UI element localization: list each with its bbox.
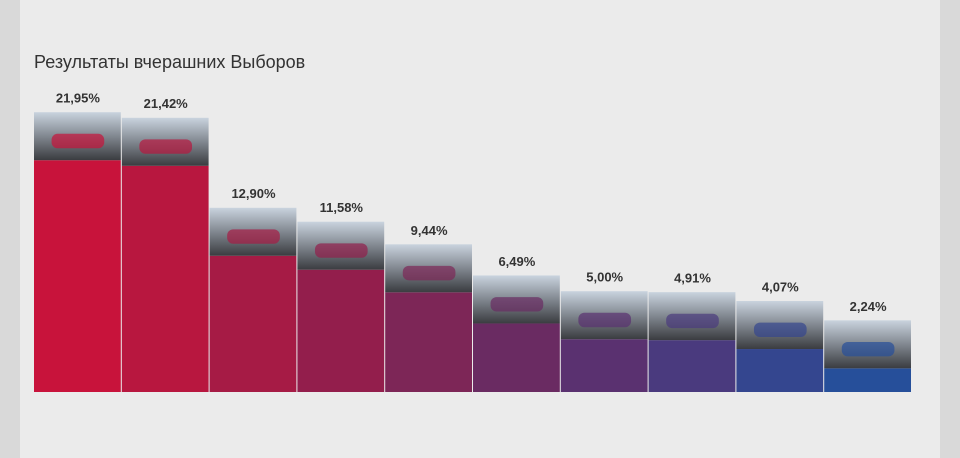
car-shape — [51, 133, 105, 149]
value-label: 5,00% — [586, 270, 623, 285]
car-shape — [753, 322, 807, 338]
bar — [297, 269, 385, 392]
value-label: 9,44% — [411, 223, 448, 238]
bar — [209, 255, 297, 392]
value-label: 12,90% — [231, 186, 276, 201]
value-label: 4,07% — [762, 279, 799, 294]
value-label: 11,58% — [320, 200, 364, 215]
chart-title: Результаты вчерашних Выборов — [34, 52, 305, 72]
side-strip — [0, 0, 20, 458]
car-shape — [490, 297, 544, 312]
value-label: 6,49% — [498, 254, 535, 269]
bar — [385, 292, 472, 392]
car-shape — [314, 243, 368, 258]
car-shape — [841, 341, 895, 357]
bar — [648, 340, 736, 392]
car-shape — [578, 312, 632, 328]
value-label: 21,42% — [144, 96, 189, 111]
side-strip — [940, 0, 960, 458]
value-label: 2,24% — [850, 299, 887, 314]
car-shape — [402, 265, 456, 281]
bar — [34, 160, 121, 392]
car-shape — [139, 139, 193, 154]
car-shape — [666, 313, 719, 329]
bar — [121, 165, 209, 392]
bar — [473, 323, 560, 392]
value-label: 4,91% — [674, 271, 711, 286]
bar — [824, 368, 911, 392]
car-shape — [227, 229, 280, 244]
value-label: 21,95% — [56, 91, 101, 106]
bar — [736, 349, 824, 392]
bar — [560, 339, 648, 392]
